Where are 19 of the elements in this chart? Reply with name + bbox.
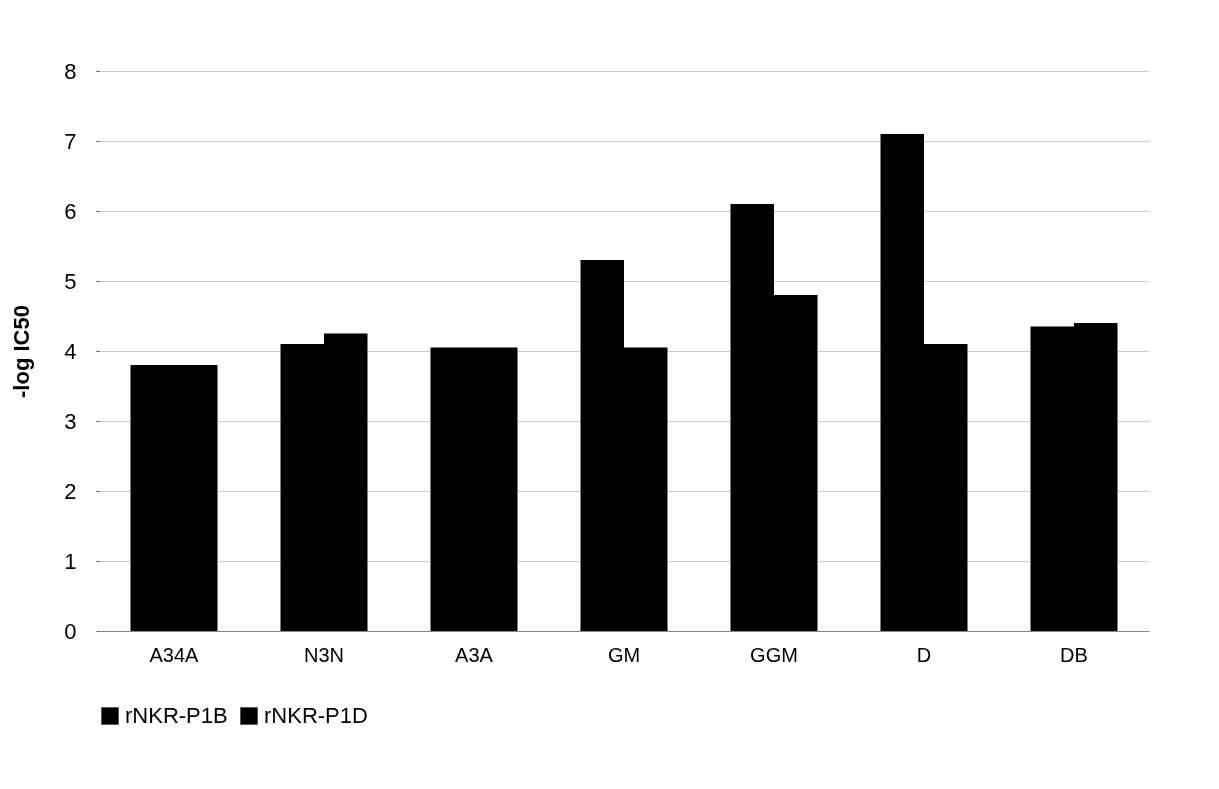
x-tick-label: DB	[1060, 643, 1088, 666]
legend-label: rNKR-P1D	[264, 703, 368, 728]
x-tick-label: N3N	[303, 643, 345, 666]
x-tick-label: GGM	[750, 643, 798, 666]
y-tick-label: 3	[64, 408, 77, 434]
y-tick-label: 6	[64, 198, 77, 224]
x-tick-label: D	[916, 643, 932, 666]
y-tick-label: 4	[64, 338, 77, 364]
x-tick-label: A34A	[149, 643, 200, 666]
legend-label: rNKR-P1B	[125, 703, 228, 728]
y-tick-label: 0	[64, 618, 77, 644]
x-tick-label: GM	[607, 643, 641, 666]
y-tick-label: 2	[64, 478, 77, 504]
y-tick-label: 5	[64, 268, 77, 294]
x-tick-label: A3A	[455, 643, 494, 666]
y-tick-label: 1	[64, 548, 77, 574]
y-axis-title: -log IC50	[9, 305, 35, 398]
y-tick-label: 8	[64, 58, 77, 84]
y-tick-label: 7	[64, 128, 77, 154]
